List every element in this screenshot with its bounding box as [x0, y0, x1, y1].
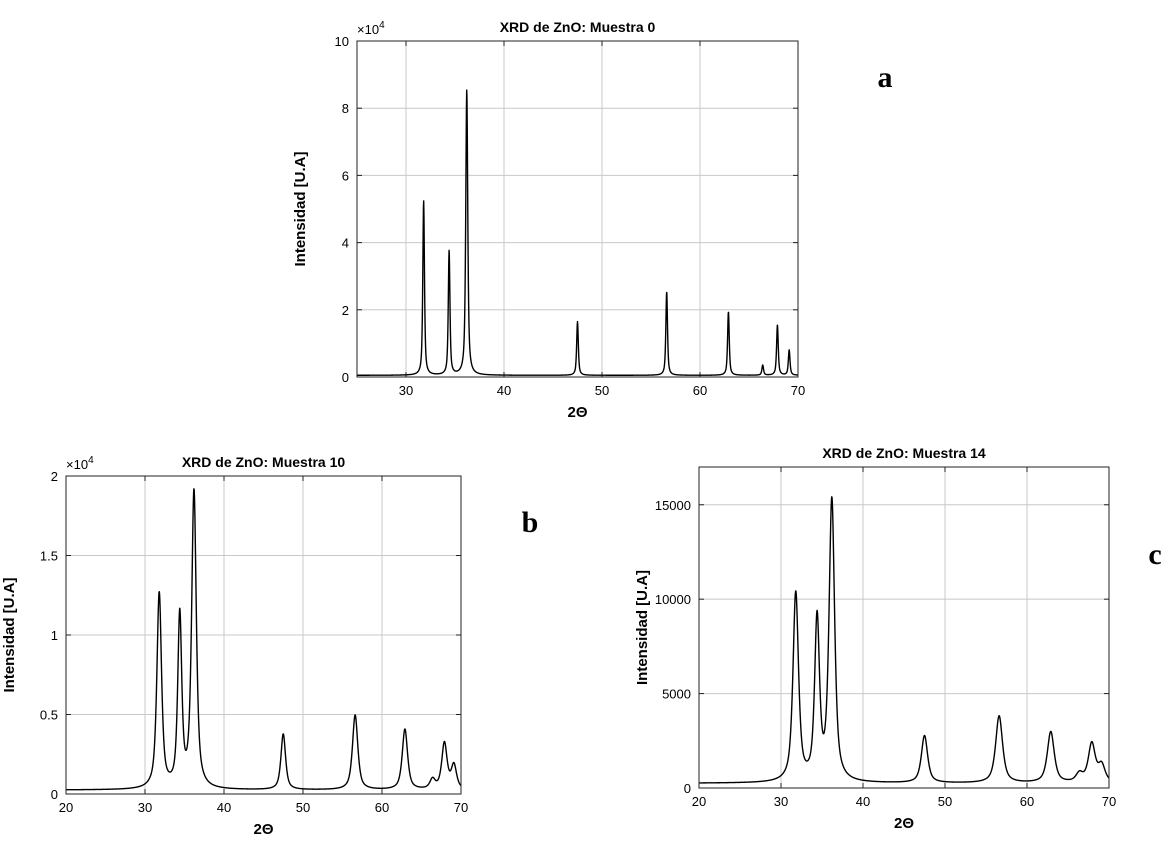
x-tick-label: 20 — [59, 800, 73, 815]
y-tick-label: 0 — [342, 370, 349, 385]
x-tick-label: 30 — [399, 383, 413, 398]
y-tick-label: 2 — [51, 469, 58, 484]
y-tick-label: 0 — [684, 781, 691, 796]
y-exponent-power: 4 — [379, 20, 385, 31]
plot-frame — [698, 466, 1110, 789]
y-tick-label: 0.5 — [40, 708, 58, 723]
y-axis-label: Intensidad [U.A] — [634, 570, 651, 685]
x-tick-label: 50 — [296, 800, 310, 815]
y-tick-label: 1.5 — [40, 549, 58, 564]
x-tick-label: 50 — [595, 383, 609, 398]
x-axis-label: 2Θ — [567, 404, 587, 421]
x-tick-label: 30 — [138, 800, 152, 815]
y-tick-label: 1 — [51, 628, 58, 643]
chart-title: XRD de ZnO: Muestra 0 — [500, 19, 656, 35]
x-tick-label: 70 — [454, 800, 468, 815]
y-tick-label: 6 — [342, 168, 349, 183]
x-tick-label: 40 — [217, 800, 231, 815]
chart-panel-a: 30 40 50 60 70 0 2 4 6 8 10 XRD de ZnO: Muestra 0 2Θ… — [292, 19, 893, 421]
chart-panel-b: 20 30 40 50 60 70 0 0.5 1 1.5 2 XRD de ZnO: Muestra… — [1, 454, 538, 838]
chart-panel-c: 20 30 40 50 60 70 0 5000 10000 15000 XRD de ZnO: M… — [634, 445, 1162, 832]
y-exponent-base: ×10 — [66, 457, 88, 472]
plot-frame — [65, 475, 462, 795]
x-tick-label: 30 — [774, 794, 788, 809]
chart-title: XRD de ZnO: Muestra 10 — [182, 454, 346, 470]
y-tick-label: 5000 — [662, 687, 691, 702]
y-axis-label: Intensidad [U.A] — [292, 151, 309, 266]
y-exponent-power: 4 — [88, 455, 94, 466]
plot-frame — [356, 40, 799, 378]
x-tick-label: 60 — [693, 383, 707, 398]
chart-title: XRD de ZnO: Muestra 14 — [822, 445, 986, 461]
y-tick-label: 2 — [342, 303, 349, 318]
x-tick-label: 70 — [791, 383, 805, 398]
y-tick-label: 4 — [342, 236, 349, 251]
y-tick-label: 10 — [335, 34, 349, 49]
y-exponent-multiplier: ×104 — [357, 20, 385, 37]
panel-letter: a — [878, 61, 893, 94]
x-tick-label: 60 — [1020, 794, 1034, 809]
y-exponent-base: ×10 — [357, 22, 379, 37]
y-exponent-multiplier: ×104 — [66, 455, 94, 472]
x-axis-label: 2Θ — [253, 821, 273, 838]
x-tick-label: 40 — [497, 383, 511, 398]
x-tick-label: 60 — [375, 800, 389, 815]
y-tick-label: 8 — [342, 101, 349, 116]
x-tick-label: 70 — [1102, 794, 1116, 809]
xrd-trace — [65, 488, 462, 791]
x-axis-label: 2Θ — [894, 815, 914, 832]
panel-letter: b — [522, 506, 539, 539]
y-tick-label: 10000 — [655, 592, 691, 607]
y-tick-label: 15000 — [655, 498, 691, 513]
y-tick-label: 0 — [51, 787, 58, 802]
xrd-trace — [356, 89, 799, 376]
panel-letter: c — [1148, 538, 1161, 571]
xrd-trace — [698, 496, 1110, 784]
x-tick-label: 50 — [938, 794, 952, 809]
y-axis-label: Intensidad [U.A] — [1, 577, 18, 692]
x-tick-label: 40 — [856, 794, 870, 809]
x-tick-label: 20 — [692, 794, 706, 809]
